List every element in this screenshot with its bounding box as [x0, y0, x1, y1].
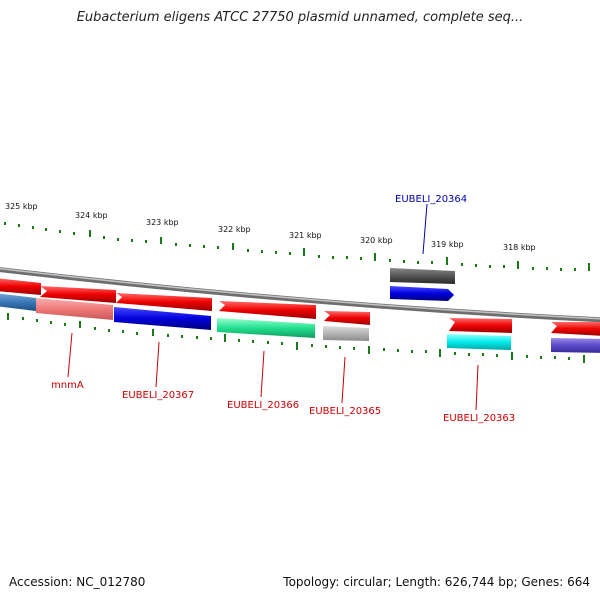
gene-block-eubeli-20367[interactable]	[114, 307, 211, 330]
gene-block-mnma[interactable]	[36, 298, 113, 320]
leader-line-eubeli-20366	[260, 350, 265, 398]
gene-arrow-red[interactable]	[219, 301, 316, 319]
gene-arrow-dark[interactable]	[390, 268, 455, 284]
gene-label-eubeli-20367[interactable]: EUBELI_20367	[122, 390, 194, 401]
plasmid-title: Eubacterium eligens ATCC 27750 plasmid u…	[76, 10, 524, 25]
leader-line-mnma	[67, 332, 73, 378]
label-leader-lines	[67, 203, 479, 411]
gene-label-eubeli-20364[interactable]: EUBELI_20364	[395, 194, 467, 205]
gene-block-eubeli-20363[interactable]	[447, 334, 511, 350]
gene-block-purple[interactable]	[551, 338, 600, 353]
gene-labels: mnmA EUBELI_20367 EUBELI_20366 EUBELI_20…	[51, 194, 515, 424]
gene-block-eubeli-20366[interactable]	[217, 318, 315, 338]
genome-backbone	[0, 267, 600, 323]
gene-arrow-red[interactable]	[0, 278, 41, 295]
outer-tick-ruler	[4, 222, 590, 271]
leader-line-eubeli-20363	[475, 364, 479, 411]
ruler-label: 320 kbp	[360, 236, 393, 245]
gene-block-eubeli-20365[interactable]	[323, 326, 369, 341]
gene-label-eubeli-20365[interactable]: EUBELI_20365	[309, 406, 381, 417]
ruler-label: 324 kbp	[75, 211, 108, 220]
genome-stats-text: Topology: circular; Length: 626,744 bp; …	[283, 575, 590, 589]
ruler-label: 318 kbp	[503, 243, 536, 252]
gene-arrow-red[interactable]	[116, 293, 212, 311]
genome-backbone-highlight	[0, 267, 600, 320]
forward-strand-genes	[390, 268, 455, 301]
gene-arrow-red[interactable]	[449, 318, 512, 333]
leader-line-eubeli-20364	[422, 203, 428, 255]
gene-label-eubeli-20363[interactable]: EUBELI_20363	[443, 413, 515, 424]
gene-block-steel[interactable]	[0, 293, 36, 311]
leader-line-eubeli-20367	[155, 341, 160, 388]
gene-arrow-eubeli-20364[interactable]	[390, 286, 454, 301]
gene-arrow-red[interactable]	[324, 311, 370, 325]
ruler-label: 323 kbp	[146, 218, 179, 227]
ruler-label: 321 kbp	[289, 231, 322, 240]
gene-arrow-red[interactable]	[40, 286, 116, 303]
reverse-strand-genes	[0, 278, 600, 336]
gene-label-eubeli-20366[interactable]: EUBELI_20366	[227, 400, 299, 411]
inner-tick-ruler	[7, 313, 585, 363]
colored-gene-blocks	[0, 293, 600, 353]
ruler-label: 319 kbp	[431, 240, 464, 249]
leader-line-eubeli-20365	[341, 356, 346, 404]
ruler-labels: 325 kbp 324 kbp 323 kbp 322 kbp 321 kbp …	[5, 202, 536, 252]
accession-text: Accession: NC_012780	[9, 575, 146, 589]
ruler-label: 322 kbp	[218, 225, 251, 234]
gene-label-mnma[interactable]: mnmA	[51, 380, 84, 391]
ruler-label: 325 kbp	[5, 202, 38, 211]
gene-arrow-red[interactable]	[551, 322, 600, 336]
